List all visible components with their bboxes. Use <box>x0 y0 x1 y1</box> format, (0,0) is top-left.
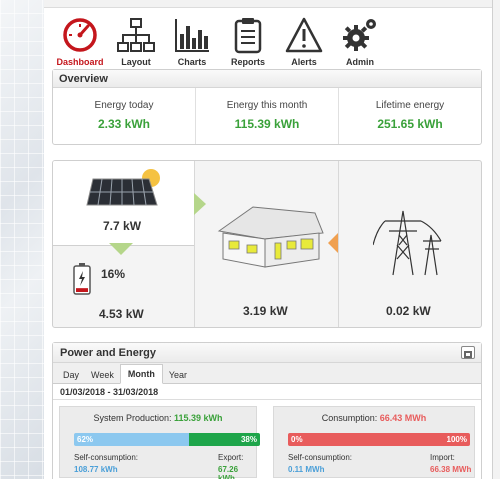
lifetime-energy-label: Lifetime energy <box>375 100 445 111</box>
system-production-title: System Production: 115.39 kWh <box>60 413 256 423</box>
nav-alerts-label: Alerts <box>291 57 317 67</box>
nav-reports[interactable]: Reports <box>220 16 276 67</box>
tab-year[interactable]: Year <box>168 370 188 380</box>
consumption-box: Consumption: 66.43 MWh 0% 100% Self-cons… <box>273 406 475 478</box>
export-icon[interactable] <box>461 346 475 359</box>
house-icon <box>217 206 324 268</box>
solar-power-value: 7.7 kW <box>103 219 142 233</box>
production-self-value: 108.77 kWh <box>74 465 118 474</box>
right-scroll-strip <box>492 0 500 479</box>
system-production-box: System Production: 115.39 kWh 62% 38% Se… <box>59 406 260 479</box>
production-self-label: Self-consumption: <box>74 453 139 462</box>
top-bar <box>44 0 492 8</box>
consumption-self-segment: 0% <box>291 435 303 444</box>
production-export-segment: 38% <box>189 433 260 446</box>
flow-divider <box>194 161 195 327</box>
production-export-label: Export: <box>218 453 244 462</box>
home-power-value: 3.19 kW <box>243 304 288 318</box>
power-pylon-icon <box>373 210 442 276</box>
production-export-value: 67.26 kWh <box>218 465 239 479</box>
gears-icon <box>343 19 376 51</box>
lifetime-energy-value: 251.65 kWh <box>377 117 443 131</box>
main-content: Dashboard Layout Charts <box>44 0 492 479</box>
energy-month-cell: Energy this month 115.39 kWh <box>196 88 339 144</box>
system-production-value: 115.39 kWh <box>174 413 223 423</box>
warning-icon <box>285 17 323 53</box>
energy-today-value: 2.33 kWh <box>97 117 151 131</box>
nav-alerts[interactable]: Alerts <box>276 16 332 67</box>
overview-panel: Overview Energy today 2.33 kWh Energy th… <box>52 69 482 145</box>
system-production-label: System Production: <box>93 413 172 423</box>
battery-icon <box>73 263 91 295</box>
speedometer-icon <box>63 18 97 52</box>
nav-admin-label: Admin <box>346 57 374 67</box>
arrow-right-icon <box>194 193 206 215</box>
nav-charts[interactable]: Charts <box>164 16 220 67</box>
nav-dashboard[interactable]: Dashboard <box>52 16 108 67</box>
tab-month[interactable]: Month <box>119 364 163 384</box>
nav-dashboard-label: Dashboard <box>56 57 104 67</box>
background-panel <box>0 0 44 479</box>
date-range: 01/03/2018 - 31/03/2018 <box>53 384 481 400</box>
arrow-down-icon <box>109 243 133 255</box>
hierarchy-icon <box>117 18 155 52</box>
clipboard-icon <box>234 18 262 54</box>
consumption-import-label: Import: <box>430 453 455 462</box>
main-nav: Dashboard Layout Charts <box>52 16 388 67</box>
battery-percent-value: 16% <box>101 267 126 281</box>
energy-today-cell: Energy today 2.33 kWh <box>53 88 196 144</box>
production-bar: 62% 38% <box>74 433 260 446</box>
energy-month-label: Energy this month <box>226 100 308 111</box>
production-self-segment: 62% <box>74 433 190 446</box>
grid-power-value: 0.02 kW <box>386 304 431 318</box>
tab-week[interactable]: Week <box>91 370 114 380</box>
consumption-import-value: 66.38 MWh <box>430 465 472 474</box>
consumption-title: Consumption: 66.43 MWh <box>274 413 474 423</box>
nav-charts-label: Charts <box>177 57 207 67</box>
power-energy-panel: Power and Energy Day Week Month Year 01/… <box>52 342 482 479</box>
bar-chart-icon <box>175 19 209 52</box>
energy-month-value: 115.39 kWh <box>234 117 300 131</box>
consumption-self-value: 0.11 MWh <box>288 465 325 474</box>
nav-layout-label: Layout <box>121 57 151 67</box>
solar-panel-icon <box>86 169 160 206</box>
power-energy-title: Power and Energy <box>53 343 481 363</box>
arrow-left-icon <box>328 233 338 253</box>
lifetime-energy-cell: Lifetime energy 251.65 kWh <box>339 88 481 144</box>
consumption-value: 66.43 MWh <box>379 413 427 423</box>
nav-reports-label: Reports <box>230 57 265 67</box>
nav-layout[interactable]: Layout <box>108 16 164 67</box>
tab-day[interactable]: Day <box>63 370 80 380</box>
battery-power-value: 4.53 kW <box>99 307 144 321</box>
export-glyph-icon <box>464 351 472 358</box>
consumption-label: Consumption: <box>321 413 378 423</box>
period-tabs: Day Week Month Year <box>53 363 481 384</box>
nav-admin[interactable]: Admin <box>332 16 388 67</box>
power-flow-panel: 7.7 kW 16% 4.53 kW 3.19 kW <box>52 160 482 328</box>
energy-today-label: Energy today <box>94 100 154 111</box>
overview-title: Overview <box>53 70 481 88</box>
consumption-import-segment: 100% <box>446 435 467 444</box>
consumption-bar: 0% 100% <box>288 433 470 446</box>
consumption-self-label: Self-consumption: <box>288 453 353 462</box>
flow-divider <box>338 161 339 327</box>
